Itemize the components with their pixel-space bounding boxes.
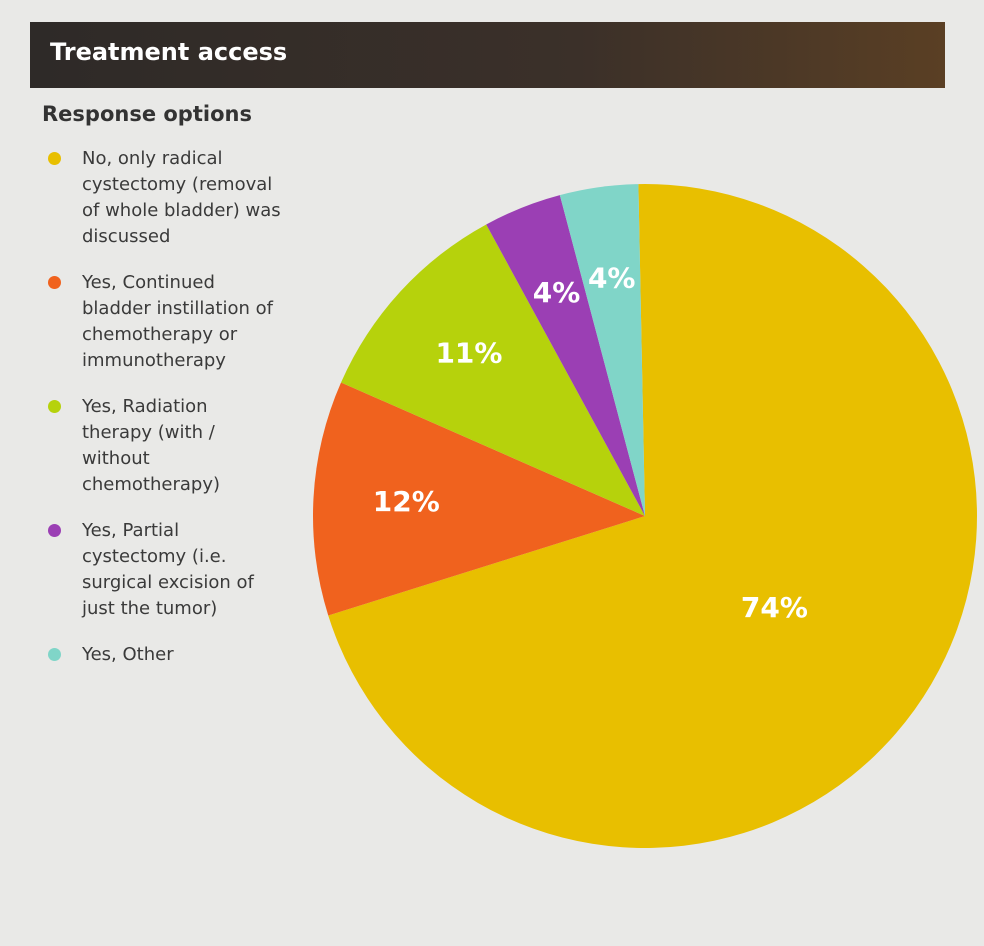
- pie-slice: [328, 183, 977, 848]
- pie-slice: [559, 184, 645, 516]
- legend-swatch: [48, 524, 61, 537]
- legend-swatch: [48, 648, 61, 661]
- legend-title: Response options: [42, 102, 252, 126]
- legend-label: Yes, Partial cystectomy (i.e. surgical e…: [82, 520, 254, 619]
- legend-label: No, only radical cystectomy (removal of …: [82, 148, 281, 247]
- pie-slice: [341, 224, 645, 517]
- value-label: 4%: [588, 261, 636, 294]
- legend-item: Yes, Continued bladder instillation of c…: [48, 270, 282, 374]
- legend-swatch: [48, 400, 61, 413]
- legend-label: Yes, Continued bladder instillation of c…: [82, 272, 273, 371]
- legend-swatch: [48, 152, 61, 165]
- legend-item: No, only radical cystectomy (removal of …: [48, 146, 282, 250]
- legend: No, only radical cystectomy (removal of …: [48, 146, 288, 688]
- header-bar: Treatment access: [30, 22, 945, 88]
- value-label: 11%: [435, 336, 502, 369]
- chart-title: Treatment access: [50, 38, 288, 66]
- legend-item: Yes, Radiation therapy (with / without c…: [48, 394, 282, 498]
- legend-label: Yes, Radiation therapy (with / without c…: [82, 396, 220, 495]
- value-label: 74%: [741, 591, 808, 624]
- legend-item: Yes, Partial cystectomy (i.e. surgical e…: [48, 518, 282, 622]
- pie-slice: [486, 195, 645, 516]
- legend-swatch: [48, 276, 61, 289]
- value-label: 12%: [373, 485, 440, 518]
- value-label: 4%: [533, 276, 581, 309]
- pie-slice: [313, 382, 645, 616]
- legend-item: Yes, Other: [48, 642, 282, 668]
- legend-label: Yes, Other: [82, 644, 174, 665]
